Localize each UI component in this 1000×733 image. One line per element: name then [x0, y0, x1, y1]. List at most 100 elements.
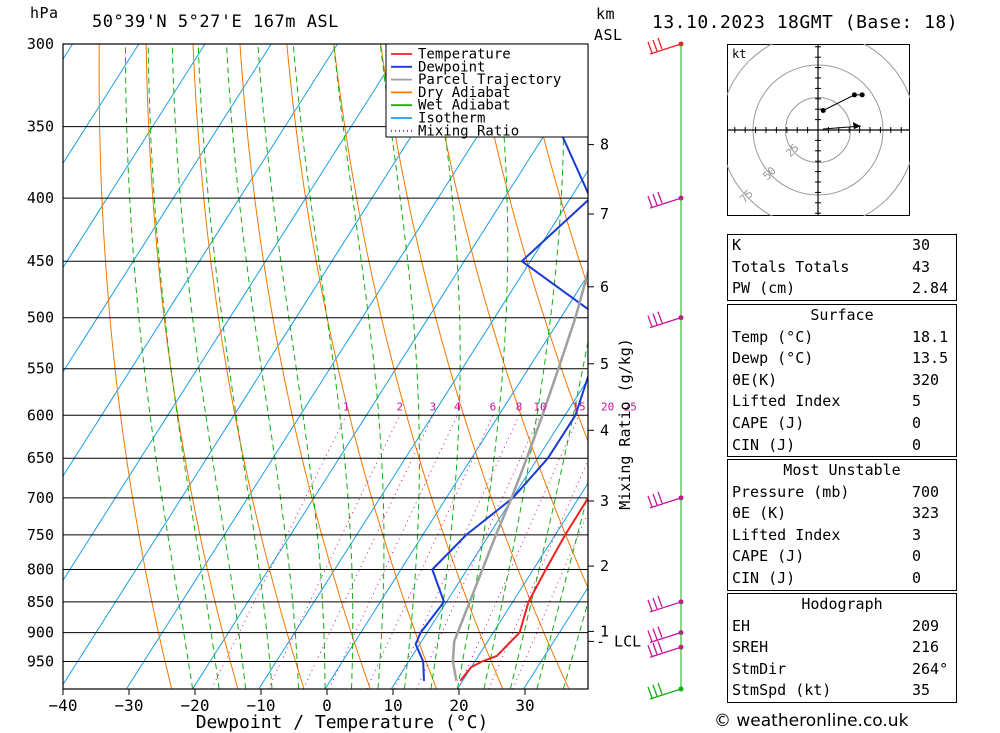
dry-adiabat-line: [380, 44, 570, 689]
surface-box: Surface Temp (°C) 18.1 Dewp (°C) 13.5 θE(K) 3…: [727, 304, 957, 458]
index-row: StmSpd (kt) 35: [728, 680, 956, 702]
surface-title: Surface: [810, 306, 874, 324]
dry-adiabat-line: [192, 44, 305, 689]
wet-adiabat-line: [483, 44, 565, 689]
index-value: 209: [912, 616, 940, 635]
x-axis-title: Dewpoint / Temperature (°C): [196, 712, 489, 733]
pressure-tick-label: 750: [27, 526, 54, 544]
legend-label: Dry Adiabat: [418, 85, 511, 101]
hodograph-indices-box: Hodograph EH 209 SREH 216 StmDir 264° StmSpd (…: [727, 593, 957, 703]
temp-tick-label: 0: [322, 696, 332, 715]
mixing-ratio-label: 3: [430, 400, 437, 413]
index-label: Pressure (mb): [732, 482, 850, 501]
wind-barb: [647, 682, 682, 700]
index-row: Totals Totals 43: [728, 257, 956, 279]
hodograph-point: [820, 108, 826, 113]
wind-barb: [647, 491, 682, 509]
legend-label: Dewpoint: [418, 59, 485, 75]
pressure-tick-label: 350: [27, 118, 54, 136]
wet-adiabat-line: [147, 44, 220, 689]
pressure-tick-label: 950: [27, 653, 54, 671]
temp-tick-label: −40: [49, 696, 78, 715]
location-title: 50°39'N 5°27'E 167m ASL: [92, 12, 339, 32]
wet-adiabat-line: [333, 44, 385, 689]
dry-adiabat-line: [473, 44, 588, 443]
pressure-tick-label: 900: [27, 624, 54, 642]
index-row: CAPE (J) 0: [728, 546, 956, 568]
isotherm-line: [63, 44, 338, 478]
dry-adiabat-line: [98, 44, 173, 689]
isotherm-line: [63, 44, 206, 269]
indices-top-box: K 30 Totals Totals 43 PW (cm) 2.84: [727, 234, 957, 301]
index-value: 0: [912, 413, 922, 432]
index-value: 43: [912, 257, 931, 276]
wet-adiabat-line: [590, 44, 720, 689]
wet-adiabat-line: [562, 600, 588, 689]
mixing-ratio-axis-title: Mixing Ratio (g/kg): [616, 338, 634, 510]
index-value: 0: [912, 568, 922, 587]
wind-barb: [647, 311, 682, 329]
index-value: 13.5: [912, 349, 949, 368]
background-lines: [63, 26, 720, 689]
plot-frame: [62, 43, 589, 690]
pressure-tick-label: 800: [27, 561, 54, 579]
isotherm-line: [390, 378, 588, 689]
height-tick-label: 2: [600, 557, 609, 575]
height-tick-label: 8: [600, 136, 609, 154]
pressure-tick-label: 550: [27, 360, 54, 378]
temperature-line: [459, 496, 588, 682]
pressure-tick-label: 700: [27, 489, 54, 507]
index-label: K: [732, 236, 742, 254]
index-label: Lifted Index: [732, 525, 841, 544]
index-value: 700: [912, 482, 940, 501]
dry-adiabat-line: [145, 44, 239, 689]
parcel-trajectory-line: [451, 267, 588, 682]
mixing-ratio-line: [328, 415, 458, 689]
temp-tick-label: −20: [181, 696, 210, 715]
temp-tick-label: 20: [449, 696, 468, 715]
legend-label: Temperature: [418, 47, 511, 63]
dry-adiabat-line: [427, 44, 588, 590]
pressure-tick-label: 400: [27, 189, 54, 207]
isotherm-line: [456, 482, 588, 689]
index-label: Lifted Index: [732, 392, 841, 411]
legend-box: [385, 43, 589, 138]
storm-motion-arrowhead: [852, 122, 861, 130]
index-value: 0: [912, 547, 922, 566]
hodograph-point: [851, 92, 857, 98]
index-value: 3: [912, 525, 922, 544]
height-tick-label: 3: [600, 492, 609, 510]
index-value: 5: [912, 392, 922, 411]
wet-adiabat-line: [171, 44, 247, 689]
mixing-ratio-label: 8: [516, 400, 523, 413]
isotherm-line: [523, 586, 588, 689]
credit-text[interactable]: © weatheronline.co.uk: [714, 711, 909, 731]
index-label: StmSpd (kt): [732, 681, 832, 700]
index-label: StmDir: [732, 659, 787, 678]
temp-tick-label: 30: [515, 696, 534, 715]
index-row: StmDir 264°: [728, 659, 956, 681]
height-tick-label: 6: [600, 278, 609, 296]
mixing-ratio-line: [366, 415, 494, 689]
index-label: PW (cm): [732, 279, 796, 298]
index-label: θE (K): [732, 504, 787, 523]
index-row: PW (cm) 2.84: [728, 278, 956, 300]
index-row: CAPE (J) 0: [728, 413, 956, 435]
profile-series: [414, 59, 588, 682]
index-value: 35: [912, 681, 931, 700]
index-value: 30: [912, 236, 931, 254]
hodograph-point: [859, 92, 865, 98]
isotherm-line: [63, 44, 471, 686]
index-row: θE (K) 323: [728, 503, 956, 525]
index-value: 2.84: [912, 279, 949, 298]
index-row: CIN (J) 0: [728, 435, 956, 457]
wet-adiabat-line: [509, 339, 588, 689]
index-row: Pressure (mb) 700: [728, 482, 956, 504]
mixing-ratio-label: 1: [343, 400, 350, 413]
legend-label: Mixing Ratio: [418, 123, 519, 139]
lcl-label: - LCL: [596, 632, 641, 650]
isotherm-line: [656, 26, 720, 689]
dewpoint-line: [414, 59, 588, 681]
height-axis: 8 7 6 5 4 3 2 1- LCL: [587, 44, 641, 689]
